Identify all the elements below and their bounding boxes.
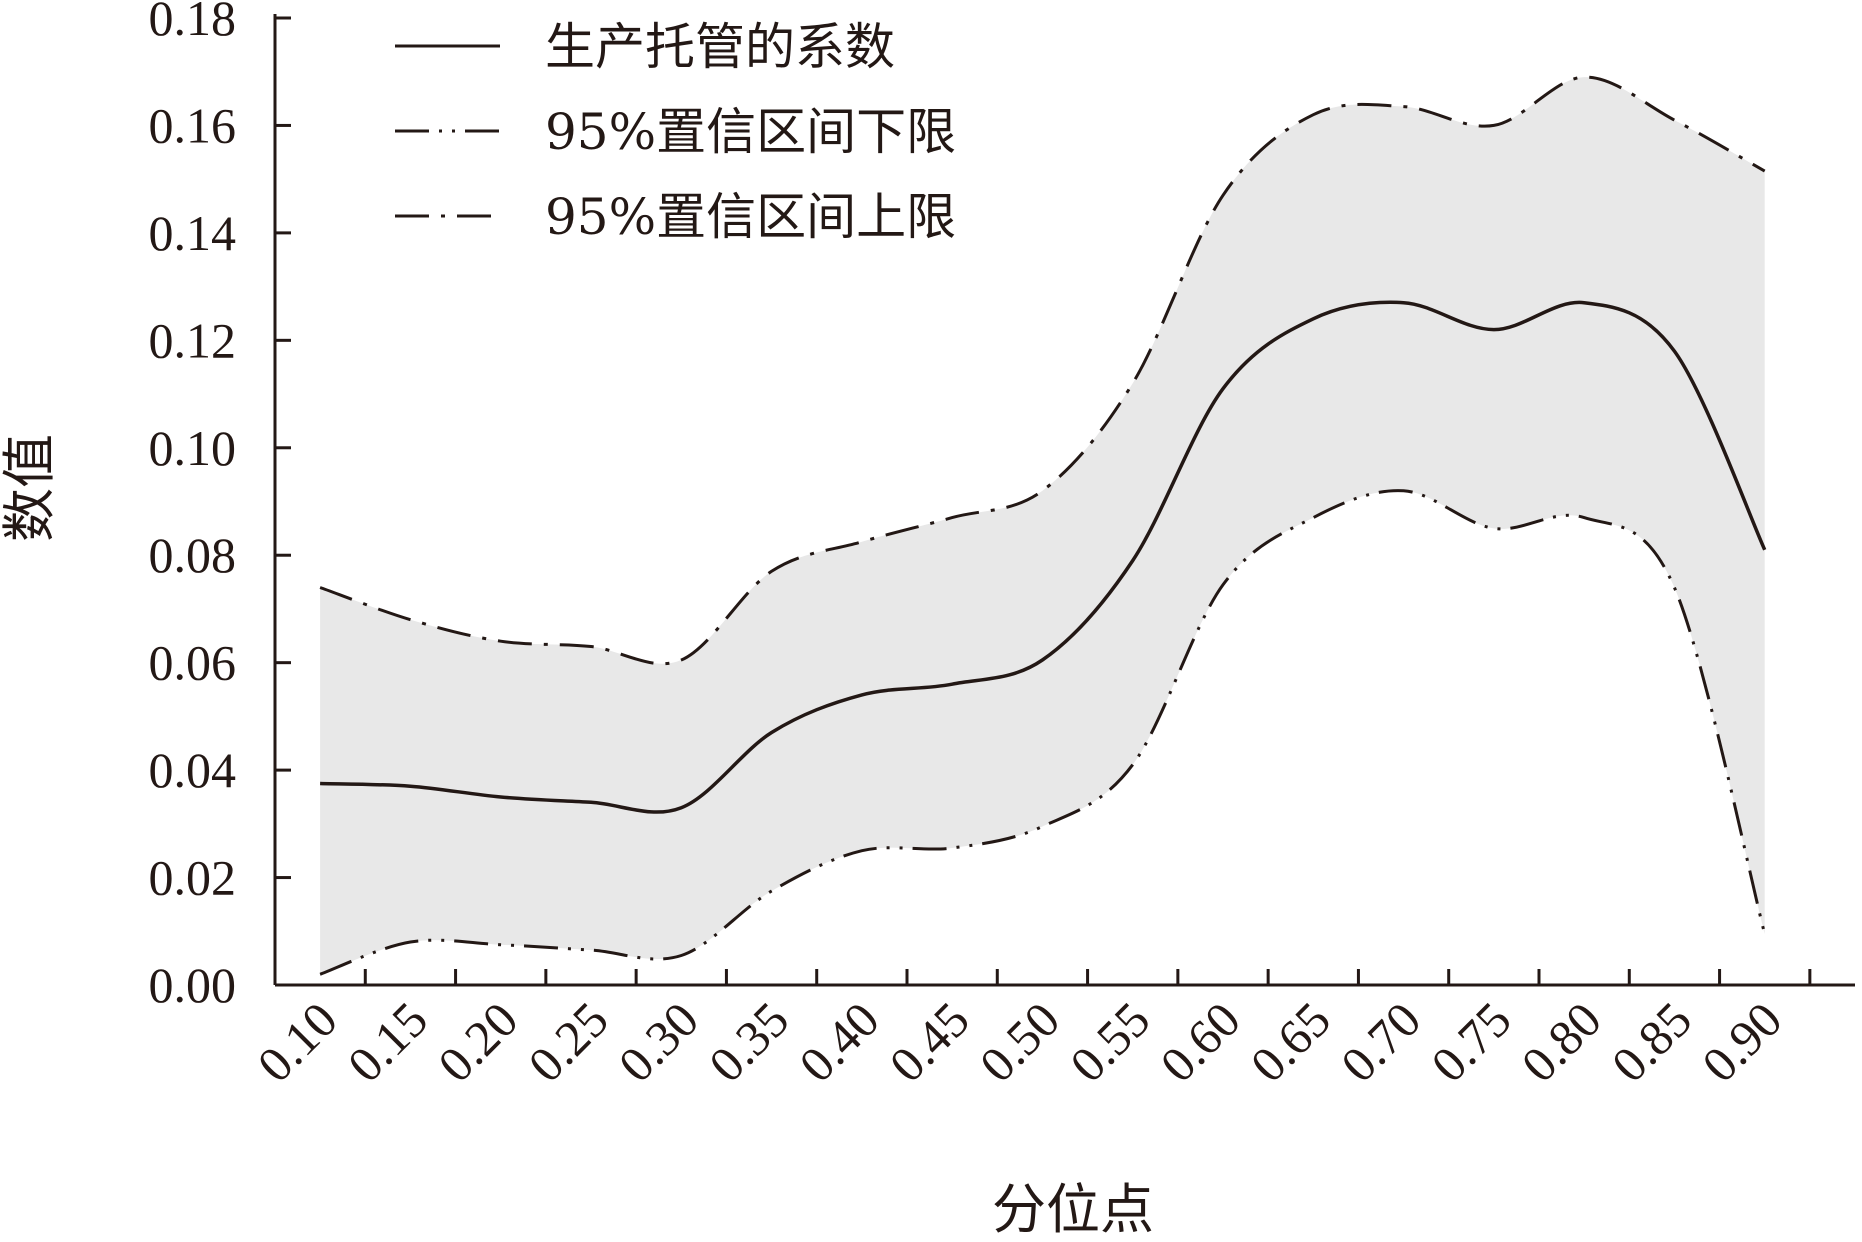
x-tick-label: 0.10 xyxy=(246,991,347,1092)
y-tick-label: 0.14 xyxy=(149,205,237,261)
x-axis-title: 分位点 xyxy=(992,1178,1154,1241)
y-axis-ticks: 0.00 0.02 0.04 0.06 0.08 0.10 0.12 0.14 0.16 0.18 xyxy=(149,0,291,1013)
x-tick-label: 0.90 xyxy=(1691,991,1792,1092)
y-tick-label: 0.10 xyxy=(149,420,237,476)
legend-label-1: 生产托管的系数 xyxy=(545,18,895,76)
y-tick-label: 0.18 xyxy=(149,0,237,46)
x-tick-label: 0.50 xyxy=(969,991,1070,1092)
y-tick-label: 0.00 xyxy=(149,957,237,1013)
confidence-band xyxy=(320,77,1765,975)
x-tick-label: 0.60 xyxy=(1149,991,1250,1092)
x-tick-label: 0.75 xyxy=(1420,991,1521,1092)
x-tick-label: 0.70 xyxy=(1330,991,1431,1092)
series-line-2 xyxy=(319,489,1767,976)
x-tick-label: 0.20 xyxy=(427,991,528,1092)
y-tick-label: 0.02 xyxy=(149,850,237,906)
y-tick-label: 0.16 xyxy=(149,97,237,153)
x-tick-label: 0.55 xyxy=(1059,991,1160,1092)
x-tick-label: 0.65 xyxy=(1240,991,1341,1092)
legend: 生产托管的系数 95%置信区间下限 95%置信区间上限 xyxy=(395,18,956,246)
y-tick-label: 0.12 xyxy=(149,312,237,368)
series-line-1 xyxy=(320,300,1767,814)
legend-label-3: 95%置信区间上限 xyxy=(545,188,956,246)
y-tick-label: 0.06 xyxy=(149,635,237,691)
x-tick-label: 0.35 xyxy=(698,991,799,1092)
legend-label-2: 95%置信区间下限 xyxy=(545,103,956,161)
x-tick-label: 0.30 xyxy=(608,991,709,1092)
x-tick-label: 0.45 xyxy=(878,991,979,1092)
x-tick-label: 0.85 xyxy=(1601,991,1702,1092)
series-layer xyxy=(319,75,1767,976)
y-tick-label: 0.04 xyxy=(149,742,237,798)
x-axis-ticks: 0.100.150.200.250.300.350.400.450.500.55… xyxy=(246,969,1812,1093)
x-tick-label: 0.80 xyxy=(1510,991,1611,1092)
series-line-3 xyxy=(319,75,1766,666)
y-axis-title: 数值 xyxy=(0,434,61,542)
x-tick-label: 0.15 xyxy=(337,991,438,1092)
x-tick-label: 0.40 xyxy=(788,991,889,1092)
axes xyxy=(273,14,1855,987)
x-tick-label: 0.25 xyxy=(517,991,618,1092)
y-tick-label: 0.08 xyxy=(149,527,237,583)
